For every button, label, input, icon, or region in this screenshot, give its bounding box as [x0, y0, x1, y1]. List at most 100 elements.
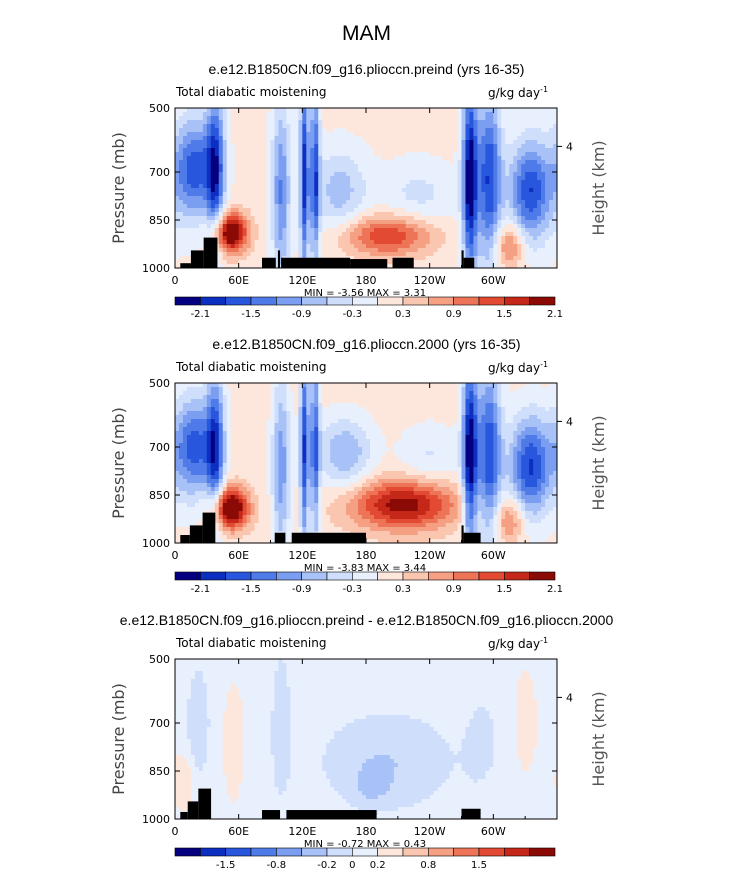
heatmap-cell — [206, 467, 212, 472]
heatmap-cell — [266, 451, 271, 456]
heatmap-cell — [298, 200, 303, 205]
heatmap-cell — [489, 116, 494, 121]
heatmap-cell — [389, 252, 395, 257]
heatmap-cell — [278, 427, 283, 432]
heatmap-cell — [501, 120, 506, 125]
heatmap-cell — [358, 236, 363, 241]
heatmap-cell — [481, 192, 486, 197]
heatmap-cell — [322, 224, 327, 229]
heatmap-cell — [246, 200, 252, 205]
heatmap-cell — [457, 248, 462, 253]
heatmap-cell — [286, 144, 291, 149]
heatmap-cell — [178, 204, 184, 209]
heatmap-cell — [445, 248, 450, 253]
heatmap-cell — [457, 244, 462, 249]
heatmap-cell — [377, 216, 383, 221]
heatmap-cell — [413, 188, 419, 193]
heatmap-cell — [175, 184, 180, 189]
heatmap-cell — [445, 148, 450, 153]
heatmap-cell — [290, 172, 295, 177]
heatmap-cell — [509, 148, 514, 153]
heatmap-cell — [381, 116, 387, 121]
heatmap-cell — [278, 168, 283, 173]
heatmap-cell — [190, 391, 196, 396]
heatmap-cell — [230, 132, 236, 137]
heatmap-cell — [230, 419, 236, 424]
heatmap-cell — [250, 495, 255, 500]
heatmap-cell — [298, 144, 303, 149]
heatmap-cell — [457, 176, 462, 181]
heatmap-cell — [246, 168, 252, 173]
heatmap-cell — [266, 459, 271, 464]
heatmap-cell — [206, 495, 212, 500]
heatmap-cell — [186, 411, 192, 416]
heatmap-cell — [473, 252, 478, 257]
heatmap-cell — [218, 471, 224, 476]
heatmap-cell — [505, 120, 510, 125]
heatmap-cell — [473, 132, 478, 137]
heatmap-cell — [461, 200, 466, 205]
heatmap-cell — [178, 184, 184, 189]
heatmap-cell — [493, 196, 498, 201]
heatmap-cell — [175, 535, 180, 540]
heatmap-cell — [254, 208, 259, 213]
heatmap-cell — [485, 168, 490, 173]
heatmap-cell — [441, 108, 446, 113]
heatmap-cell — [274, 120, 279, 125]
heatmap-cell — [234, 383, 240, 388]
heatmap-cell — [270, 192, 275, 197]
heatmap-cell — [481, 260, 486, 265]
heatmap-cell — [314, 232, 319, 237]
heatmap-cell — [186, 467, 192, 472]
heatmap-cell — [457, 224, 462, 229]
heatmap-cell — [545, 136, 550, 141]
heatmap-cell — [270, 387, 275, 392]
heatmap-cell — [481, 128, 486, 133]
heatmap-cell — [302, 184, 307, 189]
heatmap-cell — [194, 200, 200, 205]
heatmap-cell — [182, 383, 188, 388]
heatmap-cell — [489, 196, 494, 201]
heatmap-cell — [266, 124, 271, 129]
heatmap-cell — [537, 192, 542, 197]
heatmap-cell — [517, 164, 522, 169]
heatmap-cell — [433, 192, 439, 197]
heatmap-cell — [350, 172, 355, 177]
heatmap-cell — [473, 192, 478, 197]
heatmap-cell — [473, 228, 478, 233]
heatmap-cell — [254, 491, 259, 496]
heatmap-cell — [198, 455, 204, 460]
heatmap-cell — [286, 180, 291, 185]
heatmap-cell — [493, 128, 498, 133]
terrain-block — [463, 257, 475, 268]
colorbar-label: 2.1 — [547, 309, 563, 320]
heatmap-cell — [194, 387, 200, 392]
heatmap-cell — [489, 204, 494, 209]
heatmap-cell — [254, 415, 259, 420]
heatmap-cell — [461, 196, 466, 201]
heatmap-cell — [541, 148, 546, 153]
heatmap-cell — [178, 244, 184, 249]
heatmap-cell — [234, 527, 240, 532]
heatmap-cell — [262, 539, 267, 544]
heatmap-cell — [198, 467, 204, 472]
heatmap-cell — [250, 423, 255, 428]
heatmap-cell — [294, 216, 299, 221]
heatmap-cell — [230, 459, 236, 464]
heatmap-cell — [242, 415, 248, 420]
heatmap-cell — [417, 252, 423, 257]
heatmap-cell — [493, 188, 498, 193]
heatmap-cell — [441, 248, 446, 253]
heatmap-cell — [373, 212, 379, 217]
heatmap-cell — [385, 204, 391, 209]
heatmap-cell — [497, 236, 502, 241]
heatmap-cell — [194, 244, 200, 249]
heatmap-cell — [509, 136, 514, 141]
heatmap-cell — [238, 232, 244, 237]
heatmap-cell — [505, 180, 510, 185]
heatmap-cell — [338, 204, 343, 209]
heatmap-cell — [393, 240, 399, 245]
heatmap-cell — [234, 411, 240, 416]
heatmap-cell — [477, 136, 482, 141]
heatmap-cell — [182, 415, 188, 420]
